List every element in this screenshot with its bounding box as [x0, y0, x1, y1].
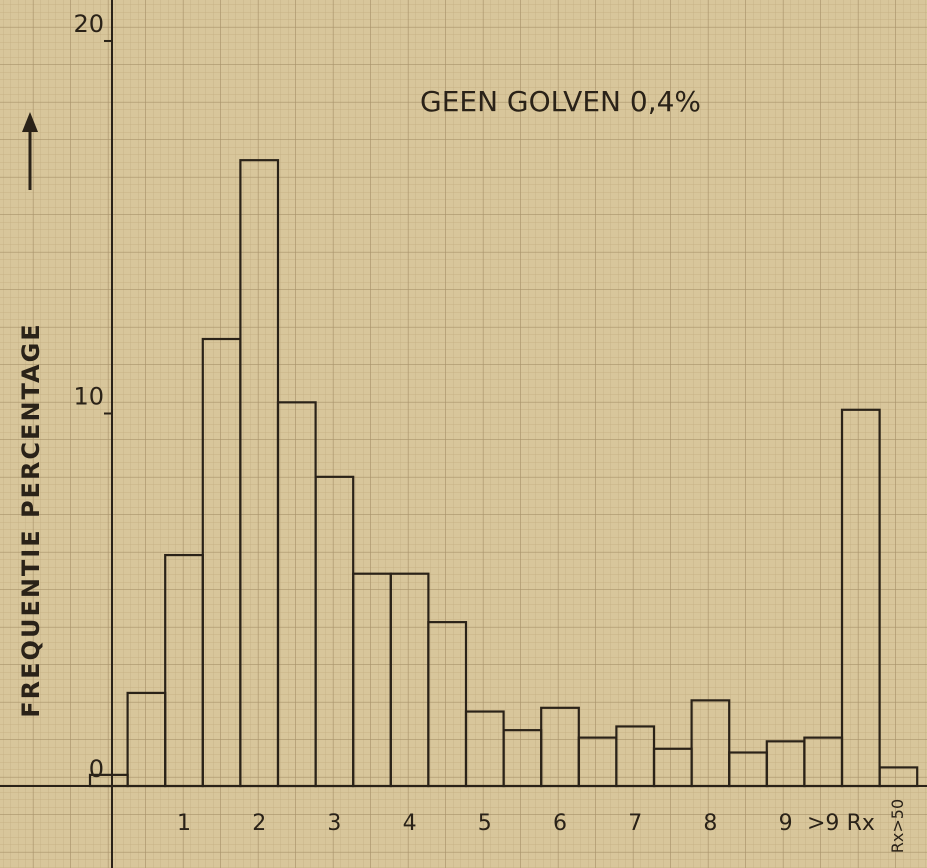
x-tick-label: 1	[177, 811, 191, 836]
x-tick-label: 5	[478, 811, 492, 836]
x-tick-label: Rx	[847, 811, 875, 836]
y-tick-label: 20	[73, 10, 104, 38]
x-tick-label: Rx>50	[888, 799, 907, 853]
x-tick-label: >9	[807, 811, 839, 836]
y-tick-label: 0	[89, 755, 104, 783]
y-tick-label: 10	[73, 383, 104, 411]
x-tick-label: 6	[553, 811, 567, 836]
bar	[690, 699, 731, 788]
chart-title: GEEN GOLVEN 0,4%	[420, 85, 701, 118]
x-tick-label: 8	[703, 811, 717, 836]
y-axis-label: FREQUENTIE PERCENTAGE	[17, 322, 45, 717]
x-tick-label: 3	[327, 811, 341, 836]
x-tick-label: 9	[779, 811, 793, 836]
x-tick-label: 7	[628, 811, 642, 836]
x-tick-label: 4	[403, 811, 417, 836]
y-label-arrow	[22, 112, 38, 190]
x-tick-label: 2	[252, 811, 266, 836]
bar	[840, 408, 881, 788]
bar	[427, 621, 468, 788]
bar	[878, 766, 919, 788]
